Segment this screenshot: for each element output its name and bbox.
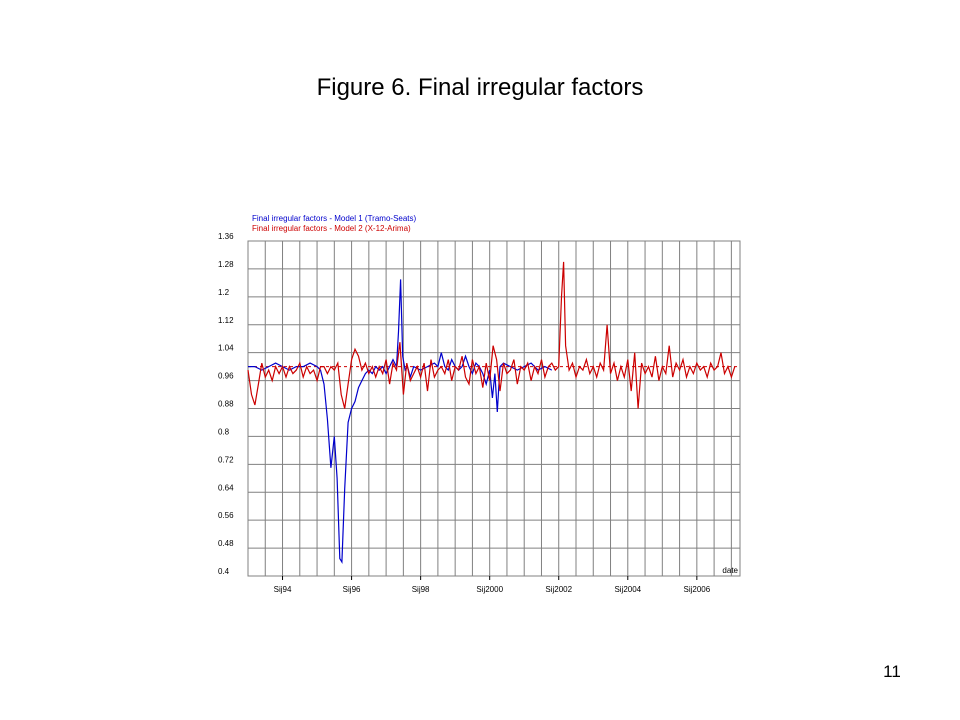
y-tick-label: 1.36: [218, 232, 234, 241]
y-tick-label: 0.8: [218, 427, 230, 436]
chart-axes: 1.36 1.28 1.2 1.12 1.04 0.96 0.88 0.8 0.72 0.64 0.…: [218, 232, 739, 594]
y-tick-label: 0.4: [218, 567, 230, 576]
x-tick-label: Sij2002: [545, 585, 572, 594]
series-line-2: [247, 261, 736, 409]
chart-legend: Final irregular factors - Model 1 (Tramo…: [252, 214, 417, 233]
x-tick-label: Sij94: [274, 585, 292, 594]
irregular-factors-chart: 1.36 1.28 1.2 1.12 1.04 0.96 0.88 0.8 0.72 0.64 0.…: [218, 214, 741, 594]
y-tick-label: 0.72: [218, 455, 234, 464]
y-tick-label: 1.04: [218, 344, 234, 353]
y-tick-label: 1.2: [218, 288, 230, 297]
series-line-1: [248, 279, 553, 564]
y-tick-label: 1.12: [218, 316, 234, 325]
chart-series: [247, 261, 736, 564]
chart-grid: [247, 240, 741, 577]
x-tick-label: Sij2000: [476, 585, 503, 594]
y-tick-label: 0.64: [218, 483, 234, 492]
slide-title: Figure 6. Final irregular factors: [316, 74, 644, 101]
x-tick-label: Sij2004: [614, 585, 641, 594]
y-tick-label: 1.28: [218, 260, 234, 269]
x-tick-label: Sij98: [412, 585, 430, 594]
x-tick-label: Sij2006: [683, 585, 710, 594]
y-tick-label: 0.88: [218, 400, 234, 409]
legend-entry-1: Final irregular factors - Model 1 (Tramo…: [252, 214, 417, 223]
legend-entry-2: Final irregular factors - Model 2 (X-12-…: [252, 224, 411, 233]
x-axis-label: date: [722, 566, 738, 575]
y-tick-label: 0.96: [218, 372, 234, 381]
page-number: 11: [883, 662, 901, 681]
x-tick-label: Sij96: [343, 585, 361, 594]
y-tick-label: 0.48: [218, 539, 234, 548]
y-tick-label: 0.56: [218, 511, 234, 520]
